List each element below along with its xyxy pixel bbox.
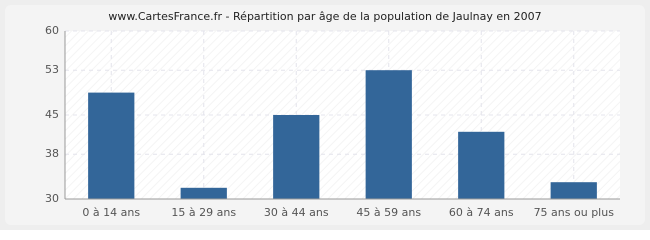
bar — [180, 187, 227, 199]
page: www.CartesFrance.fr - Répartition par âg… — [0, 0, 650, 230]
chart: www.CartesFrance.fr - Répartition par âg… — [0, 0, 650, 230]
y-tick-label: 60 — [45, 24, 59, 37]
y-tick-label: 53 — [45, 63, 59, 76]
bar — [550, 182, 597, 199]
bar — [458, 131, 505, 199]
x-tick-label: 45 à 59 ans — [356, 206, 421, 219]
x-tick-label: 15 à 29 ans — [171, 206, 236, 219]
x-tick-label: 60 à 74 ans — [449, 206, 514, 219]
bar — [273, 115, 320, 199]
x-tick-label: 0 à 14 ans — [82, 206, 140, 219]
y-tick-label: 30 — [45, 192, 59, 205]
x-tick-label: 30 à 44 ans — [264, 206, 329, 219]
y-tick-label: 45 — [45, 108, 59, 121]
bar — [365, 70, 412, 199]
plot-area — [65, 31, 620, 199]
x-tick-label: 75 ans ou plus — [534, 206, 615, 219]
y-tick-label: 38 — [45, 147, 59, 160]
bar — [88, 92, 135, 199]
chart-title: www.CartesFrance.fr - Répartition par âg… — [108, 10, 541, 23]
